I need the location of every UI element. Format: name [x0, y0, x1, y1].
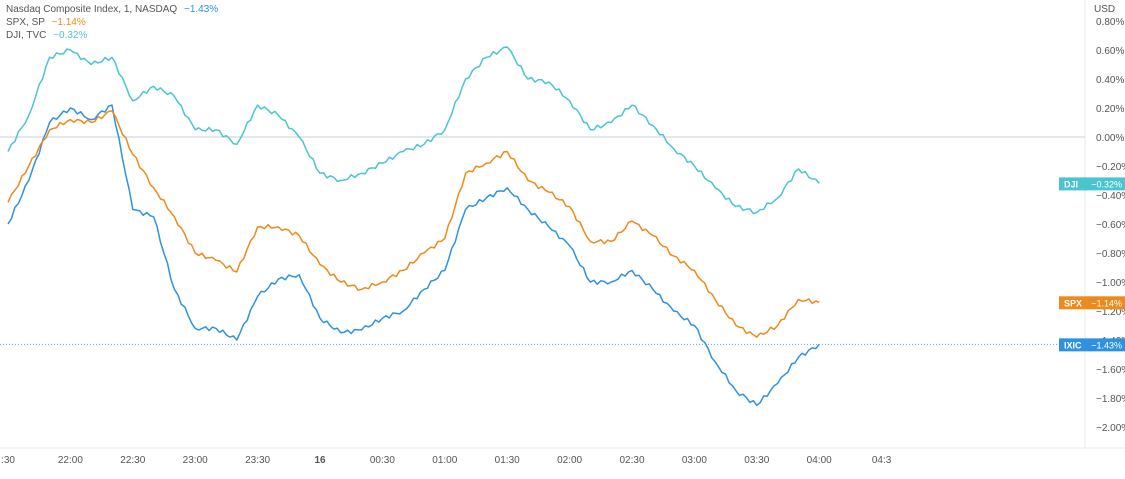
y-tick-label: −1.60%	[1096, 365, 1125, 376]
legend-label-spx: SPX, SP	[6, 17, 45, 28]
legend-value-dji: −0.32%	[53, 30, 88, 41]
y-tick-label: 0.40%	[1096, 75, 1124, 86]
badge-name: SPX	[1064, 298, 1082, 308]
grid-layer	[0, 0, 1125, 449]
x-tick-label: 03:30	[744, 455, 769, 466]
time-axis[interactable]: :30 22:00 22:30 23:00 23:30 16 00:30 01:00 01:30…	[1, 455, 892, 466]
x-tick-label: 03:00	[682, 455, 707, 466]
badge-value: −1.14%	[1091, 298, 1122, 308]
x-tick-label: 23:30	[245, 455, 270, 466]
chart-legend: Nasdaq Composite Index, 1, NASDAQ −1.43%…	[6, 3, 218, 42]
x-tick-label: 02:00	[557, 455, 582, 466]
legend-label-dji: DJI, TVC	[6, 30, 47, 41]
y-tick-label: −0.80%	[1096, 249, 1125, 260]
x-tick-label: 02:30	[619, 455, 644, 466]
badge-bg	[1059, 296, 1125, 310]
x-tick-label: :30	[1, 455, 15, 466]
y-tick-label: −1.20%	[1096, 307, 1125, 318]
badge-spx: SPX −1.14%	[1059, 296, 1125, 310]
y-tick-label: −1.00%	[1096, 278, 1125, 289]
series-line-dji[interactable]	[7, 46, 820, 215]
y-tick-label: 0.80%	[1096, 17, 1124, 28]
legend-row-spx[interactable]: SPX, SP −1.14%	[6, 16, 218, 29]
legend-value-ixic: −1.43%	[183, 4, 219, 15]
x-tick-label: 04:3	[872, 455, 892, 466]
y-tick-label: −2.00%	[1096, 423, 1125, 434]
badge-ixic: IXIC −1.43%	[1059, 338, 1125, 352]
y-tick-label: −0.20%	[1096, 162, 1125, 173]
x-tick-label: 01:00	[432, 455, 457, 466]
y-tick-label: −0.40%	[1096, 191, 1125, 202]
legend-value-spx: −1.14%	[51, 17, 86, 28]
legend-label-ixic: Nasdaq Composite Index, 1, NASDAQ	[6, 4, 178, 15]
x-tick-label: 16	[314, 455, 326, 466]
legend-row-ixic[interactable]: Nasdaq Composite Index, 1, NASDAQ −1.43%	[6, 3, 218, 16]
series-line-ixic[interactable]	[7, 104, 820, 407]
x-tick-label: 23:00	[183, 455, 208, 466]
x-tick-label: 04:00	[807, 455, 832, 466]
y-axis-unit: USD	[1094, 4, 1115, 15]
x-tick-label: 22:00	[58, 455, 83, 466]
badge-value: −1.43%	[1091, 340, 1122, 350]
series-line-spx[interactable]	[7, 110, 820, 338]
last-value-badges: IXIC −1.43% SPX −1.14% DJI −0.32%	[1059, 177, 1125, 352]
y-tick-label: 0.60%	[1096, 46, 1124, 57]
badge-dji: DJI −0.32%	[1059, 177, 1125, 191]
y-tick-label: 0.00%	[1096, 133, 1124, 144]
badge-bg	[1059, 338, 1125, 352]
series-layer	[7, 46, 820, 407]
y-tick-label: −1.80%	[1096, 394, 1125, 405]
x-tick-label: 00:30	[370, 455, 395, 466]
x-tick-label: 01:30	[495, 455, 520, 466]
x-tick-label: 22:30	[120, 455, 145, 466]
badge-bg	[1059, 177, 1125, 191]
price-axis[interactable]: USD 0.80% 0.60% 0.40% 0.20% 0.00% −0.20% −0.40%…	[1094, 4, 1125, 434]
badge-name: DJI	[1064, 179, 1078, 189]
y-tick-label: −0.60%	[1096, 220, 1125, 231]
y-tick-label: 0.20%	[1096, 104, 1124, 115]
legend-row-dji[interactable]: DJI, TVC −0.32%	[6, 29, 218, 42]
badge-value: −0.32%	[1091, 179, 1122, 189]
badge-name: IXIC	[1064, 340, 1082, 350]
